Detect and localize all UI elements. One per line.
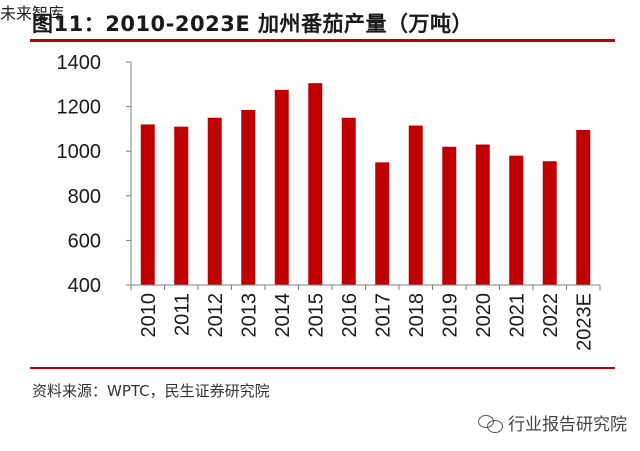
watermark-text: 行业报告研究院	[508, 415, 627, 435]
x-tick-label: 2021	[506, 293, 528, 338]
bar-2011	[174, 126, 189, 285]
bar-2010	[140, 124, 155, 285]
x-tick-label: 2015	[305, 293, 327, 338]
bar-2016	[341, 117, 356, 285]
x-tick-label: 2020	[473, 293, 495, 338]
x-tick-label: 2011	[171, 293, 193, 336]
x-tick-label: 2013	[238, 293, 260, 338]
bar-2019	[442, 146, 457, 285]
y-tick-label: 600	[68, 230, 101, 252]
bar-2020	[475, 144, 490, 285]
bar-2021	[509, 155, 524, 285]
bar-2012	[207, 117, 222, 285]
x-tick-label: 2023E	[573, 293, 595, 351]
bar-2014	[274, 89, 289, 285]
x-tick-label: 2019	[439, 293, 461, 338]
bar-2015	[308, 83, 323, 285]
chart-title: 图11：2010-2023E 加州番茄产量（万吨）	[32, 12, 473, 36]
bar-2023E	[576, 130, 591, 285]
source-divider	[30, 367, 615, 369]
y-tick-label: 1400	[57, 52, 102, 74]
x-tick-label: 2012	[205, 293, 227, 338]
x-tick-label: 2017	[372, 293, 394, 338]
x-tick-label: 2010	[138, 293, 160, 338]
wechat-icon	[478, 413, 504, 433]
bar-2018	[408, 125, 423, 286]
bar-2022	[542, 161, 557, 285]
watermark-sub: 未来智库	[0, 4, 65, 23]
x-tick-label: 2018	[406, 293, 428, 338]
x-tick-label: 2014	[272, 293, 294, 338]
y-tick-label: 400	[68, 275, 101, 297]
x-tick-label: 2022	[540, 293, 562, 338]
bar-2017	[375, 162, 390, 285]
x-axis: 2010 2011 2012 2013 2014 2015 2016 2017 2018 2019…	[130, 285, 601, 351]
y-tick-label: 800	[68, 186, 101, 208]
bar-series	[140, 83, 591, 286]
x-tick-label: 2016	[339, 293, 361, 338]
source-note: 资料来源：WPTC，民生证券研究院	[32, 382, 270, 400]
y-tick-label: 1200	[57, 97, 102, 119]
bar-2013	[241, 109, 256, 285]
y-axis: 400 600 800 1000 1200 1400	[57, 52, 131, 297]
y-tick-label: 1000	[57, 141, 102, 163]
watermark: 行业报告研究院	[478, 410, 627, 435]
title-divider	[30, 39, 615, 42]
